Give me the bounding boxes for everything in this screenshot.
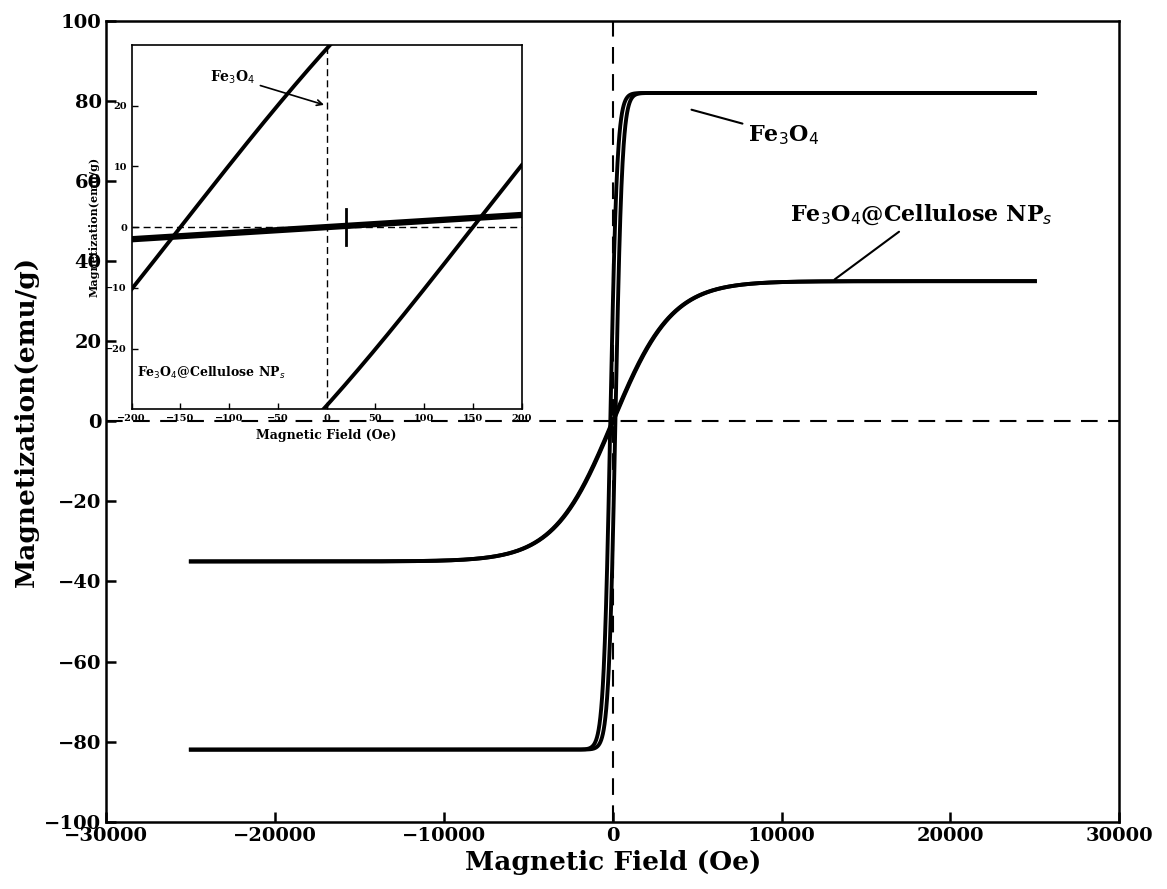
X-axis label: Magnetic Field (Oe): Magnetic Field (Oe)	[464, 850, 761, 875]
Text: Fe$_3$O$_4$: Fe$_3$O$_4$	[692, 109, 819, 147]
Text: Fe$_3$O$_4$@Cellulose NP$_s$: Fe$_3$O$_4$@Cellulose NP$_s$	[790, 203, 1053, 279]
Y-axis label: Magnetization(emu/g): Magnetization(emu/g)	[14, 256, 39, 587]
